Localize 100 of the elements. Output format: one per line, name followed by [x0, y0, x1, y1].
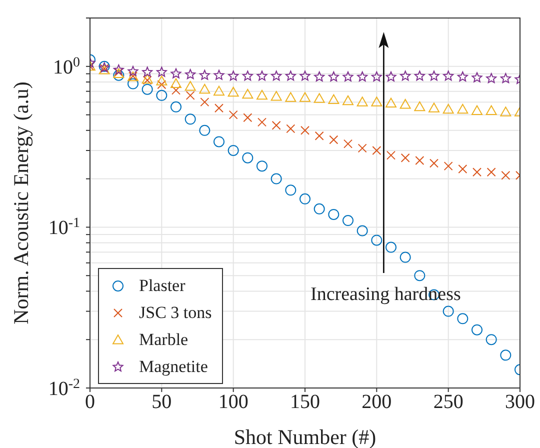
- legend-label: JSC 3 tons: [139, 302, 212, 322]
- point: [430, 158, 438, 168]
- y-tick-label: 10$^{-1}$: [48, 216, 80, 240]
- point: [270, 90, 282, 101]
- point: [486, 73, 497, 84]
- point: [300, 126, 310, 135]
- point: [300, 193, 310, 204]
- point: [300, 70, 310, 81]
- point: [444, 162, 453, 171]
- point: [371, 234, 382, 246]
- point: [184, 80, 196, 91]
- point: [242, 152, 254, 164]
- point: [199, 124, 210, 136]
- point: [272, 120, 281, 130]
- point: [400, 252, 411, 263]
- point: [414, 70, 425, 81]
- point: [157, 80, 166, 90]
- point: [472, 105, 482, 115]
- legend-label: Marble: [139, 330, 188, 350]
- point: [400, 70, 411, 81]
- y-axis-title: Norm. Acoustic Energy (a.u): [9, 82, 33, 324]
- point: [500, 73, 511, 84]
- point: [386, 71, 396, 82]
- point: [486, 334, 497, 346]
- y-tick-label: 10$^{-2}$: [48, 376, 80, 400]
- point: [458, 164, 468, 174]
- point: [314, 203, 325, 214]
- point: [386, 150, 396, 160]
- point: [184, 114, 196, 125]
- point: [371, 96, 382, 106]
- x-tick-label: 50: [152, 391, 172, 414]
- point: [285, 184, 296, 196]
- point: [314, 93, 325, 103]
- point: [256, 90, 268, 100]
- point: [501, 170, 510, 180]
- point: [170, 101, 182, 112]
- point: [256, 70, 268, 81]
- point: [372, 146, 382, 155]
- point: [142, 66, 153, 77]
- point: [344, 139, 352, 148]
- point: [199, 84, 210, 94]
- point: [300, 92, 310, 102]
- x-tick-label: 300: [505, 391, 535, 414]
- point: [386, 242, 396, 253]
- point: [286, 124, 296, 134]
- point: [228, 70, 239, 81]
- point: [228, 86, 239, 97]
- point: [170, 78, 182, 88]
- point: [356, 225, 368, 236]
- point: [386, 98, 396, 108]
- x-tick-label: 250: [433, 391, 464, 414]
- point: [486, 168, 496, 177]
- point: [442, 306, 454, 317]
- point: [457, 313, 468, 324]
- point: [200, 98, 210, 107]
- point: [242, 70, 253, 81]
- point: [113, 70, 124, 81]
- point: [342, 215, 354, 226]
- point: [170, 68, 182, 78]
- point: [472, 324, 482, 336]
- point: [400, 153, 410, 162]
- point: [256, 160, 268, 172]
- legend-label: Magnetite: [139, 356, 208, 376]
- point: [186, 90, 195, 100]
- point: [142, 84, 153, 95]
- point: [400, 98, 411, 109]
- point: [472, 168, 482, 177]
- point: [457, 104, 468, 114]
- point: [414, 270, 426, 282]
- point: [428, 102, 440, 112]
- point: [156, 76, 168, 86]
- point: [457, 71, 468, 82]
- point: [357, 71, 368, 82]
- point: [328, 208, 340, 220]
- point: [156, 90, 168, 101]
- point: [185, 69, 196, 80]
- point: [214, 86, 224, 96]
- point: [486, 105, 497, 115]
- point: [371, 71, 382, 82]
- point: [342, 95, 354, 106]
- point: [214, 70, 224, 80]
- point: [199, 70, 210, 80]
- x-tick-label: 150: [290, 391, 320, 414]
- point: [328, 71, 339, 82]
- point: [415, 156, 424, 165]
- point: [243, 113, 252, 122]
- x-tick-label: 100: [218, 391, 248, 414]
- point: [500, 350, 512, 361]
- point: [329, 135, 338, 144]
- point: [172, 86, 180, 95]
- point: [414, 101, 426, 112]
- point: [228, 144, 239, 156]
- point: [214, 104, 224, 113]
- point: [128, 66, 138, 76]
- point: [113, 64, 124, 75]
- point: [358, 144, 367, 153]
- point: [443, 70, 454, 81]
- point: [356, 96, 368, 106]
- point: [342, 71, 354, 82]
- point: [214, 136, 224, 148]
